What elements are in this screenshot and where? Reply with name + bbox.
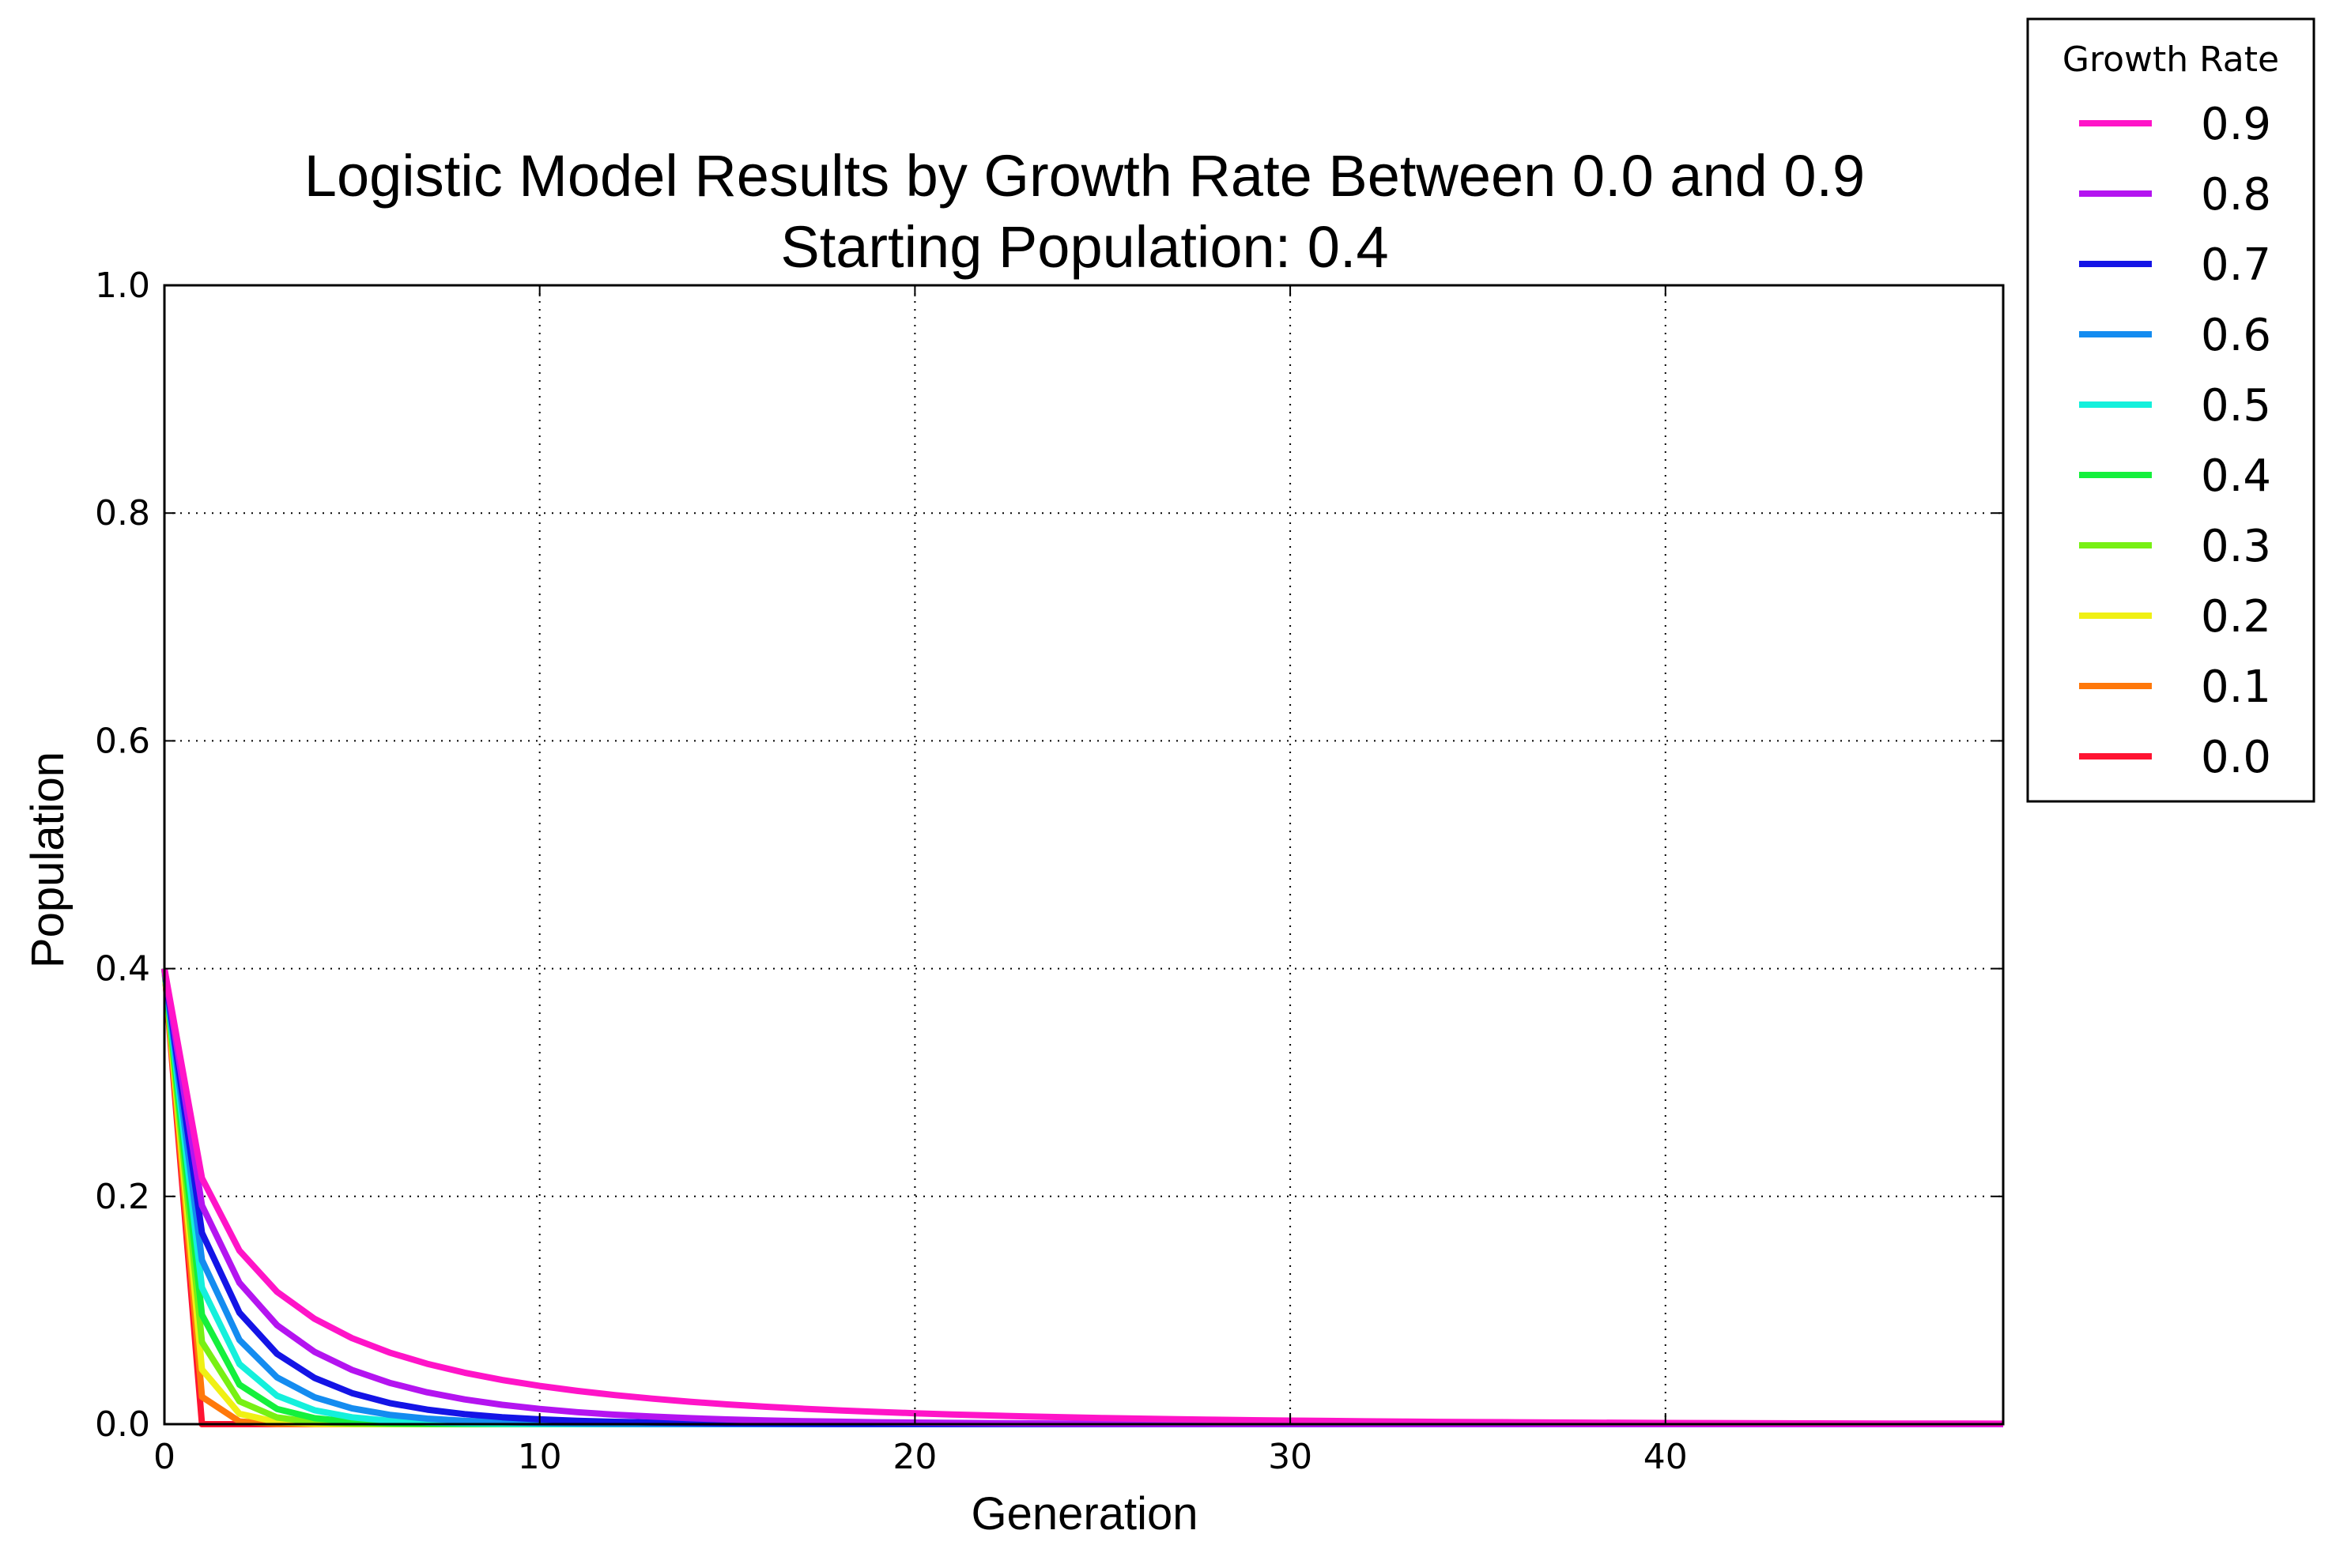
legend-label: 0.5: [2201, 380, 2271, 432]
x-tick-label: 0: [153, 1437, 175, 1477]
x-tick-label: 10: [518, 1437, 562, 1477]
y-tick-label: 0.0: [95, 1404, 150, 1445]
legend: Growth Rate 0.90.80.70.60.50.40.30.20.10…: [2026, 17, 2315, 803]
legend-box: [2026, 17, 2315, 803]
legend-label: 0.4: [2201, 450, 2271, 502]
x-tick-label: 20: [893, 1437, 937, 1477]
x-axis-label: Generation: [972, 1488, 1198, 1540]
chart-title: Logistic Model Results by Growth Rate Be…: [304, 143, 1865, 209]
x-tick-label: 40: [1644, 1437, 1688, 1477]
legend-label: 0.8: [2201, 169, 2271, 220]
y-tick-label: 0.6: [95, 721, 150, 761]
legend-label: 0.9: [2201, 99, 2271, 150]
y-tick-label: 0.4: [95, 949, 150, 989]
y-tick-label: 0.2: [95, 1177, 150, 1217]
series-line-0-4: [161, 968, 2003, 1427]
series-line-0-8: [161, 967, 2003, 1427]
series-line-0-7: [161, 968, 2003, 1427]
y-tick-label: 0.8: [95, 493, 150, 533]
series-layer: [161, 967, 2004, 1427]
legend-label: 0.7: [2201, 239, 2271, 291]
x-tick-label: 30: [1268, 1437, 1312, 1477]
legend-label: 0.0: [2201, 732, 2271, 783]
legend-label: 0.6: [2201, 310, 2271, 361]
series-line-0-6: [161, 968, 2003, 1427]
legend-label: 0.3: [2201, 521, 2271, 572]
series-line-0-9: [161, 967, 2004, 1427]
legend-label: 0.2: [2201, 591, 2271, 643]
y-tick-label: 1.0: [95, 266, 150, 306]
series-line-0-5: [161, 968, 2003, 1427]
plot-frame: [163, 284, 2005, 1426]
ticks-layer: 0 10 20 30 40 0.0 0.2 0.4 0.6 0.8 1.0: [95, 266, 2003, 1477]
legend-title: Growth Rate: [2062, 40, 2279, 80]
series-line-0-0: [161, 968, 2003, 1427]
series-line-0-3: [161, 968, 2003, 1427]
series-line-0-1: [161, 968, 2003, 1427]
legend-label: 0.1: [2201, 662, 2271, 713]
grid-layer: [164, 285, 2003, 1424]
series-line-0-2: [161, 968, 2003, 1427]
chart-subtitle: Starting Population: 0.4: [780, 214, 1388, 280]
y-axis-label: Population: [22, 752, 74, 968]
legend-items: 0.9 0.8 0.7 0.6 0.5 0.4 0.3 0.2 0.1 0.0: [2079, 99, 2271, 783]
